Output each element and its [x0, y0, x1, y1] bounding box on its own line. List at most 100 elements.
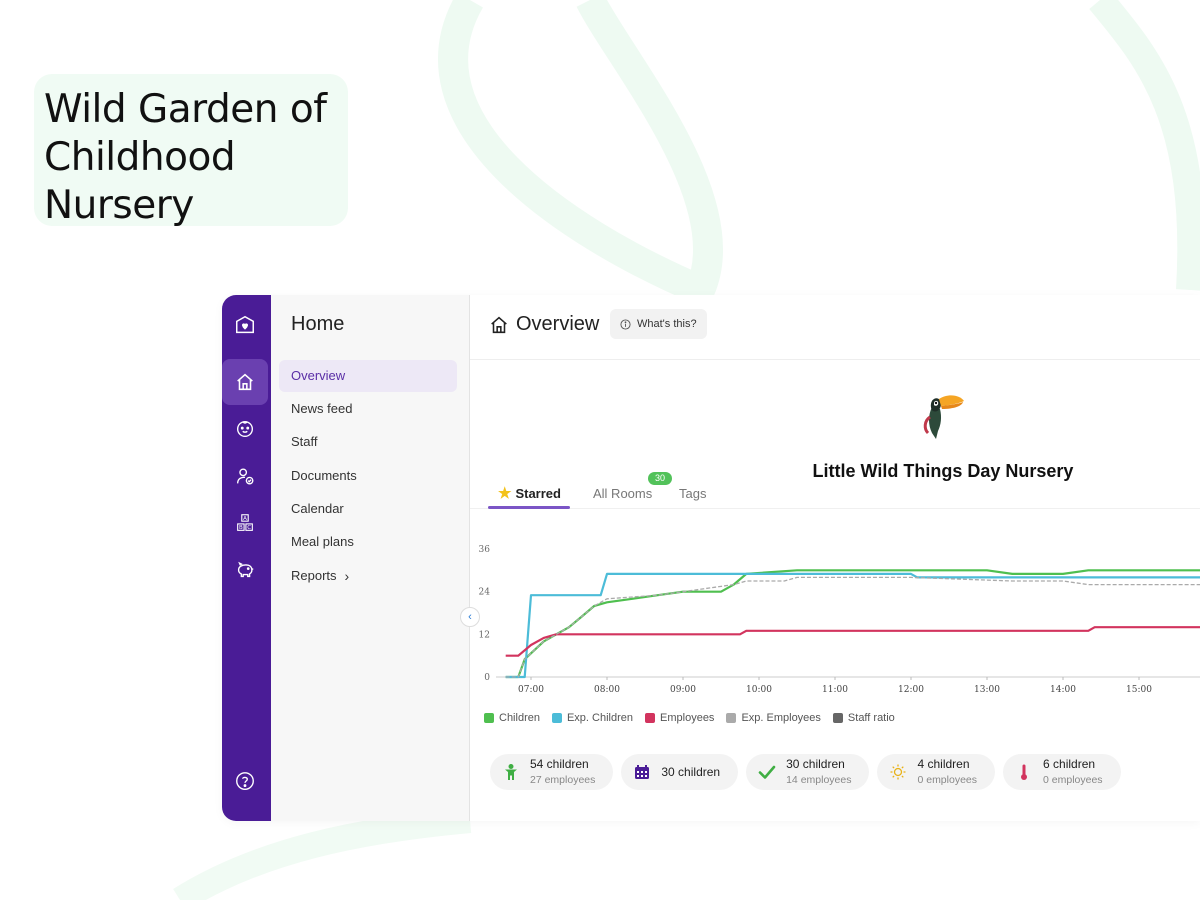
x-tick-label: 11:00 — [822, 685, 848, 695]
collapse-sidebar-button[interactable]: ‹ — [460, 607, 480, 627]
baby-face-icon — [236, 420, 254, 438]
summary-stats: 54 children 27 employees 30 children 30 c… — [490, 754, 1121, 790]
main-content: Overview What's this? Little Wild Things… — [470, 295, 1200, 821]
subnav-item-reports[interactable]: Reports › — [279, 560, 457, 592]
rail-item-finance[interactable] — [222, 547, 268, 593]
x-tick-label: 10:00 — [746, 685, 772, 695]
svg-text:A: A — [243, 516, 247, 522]
stat-sub: 14 employees — [786, 774, 852, 786]
subnav-item-reports-label: Reports — [291, 568, 337, 583]
stat-card[interactable]: 6 children 0 employees — [1003, 754, 1121, 790]
subnav-item-calendar[interactable]: Calendar — [291, 501, 344, 516]
legend-item-staff-ratio: Staff ratio — [832, 712, 895, 724]
headline: Wild Garden of Childhood Nursery — [44, 87, 327, 228]
svg-text:C: C — [247, 525, 251, 531]
tabs-divider — [470, 508, 1200, 509]
tab-starred-label: Starred — [515, 485, 561, 501]
series-line-exp-children — [505, 572, 1200, 679]
toucan-logo — [923, 395, 964, 439]
stat-card[interactable]: 30 children 14 employees — [746, 754, 870, 790]
subnav-item-documents[interactable]: Documents — [291, 468, 357, 483]
stat-card[interactable]: 4 children 0 employees — [877, 754, 996, 790]
all-rooms-count-badge: 30 — [648, 472, 672, 485]
y-tick-label: 12 — [479, 630, 490, 640]
icon-rail: A B C — [222, 295, 271, 821]
x-tick-label: 09:00 — [670, 685, 696, 695]
nursery-name: Little Wild Things Day Nursery — [812, 461, 1074, 481]
chevron-left-icon: ‹ — [468, 611, 472, 623]
series-line-children — [505, 569, 1200, 679]
stat-main: 30 children — [786, 757, 845, 771]
rail-item-staff[interactable] — [222, 453, 268, 499]
legend-swatch — [484, 713, 494, 723]
subnav-title: Home — [291, 313, 345, 335]
info-icon — [620, 318, 631, 330]
legend-label: Exp. Employees — [741, 712, 821, 724]
house-heart-icon — [236, 315, 254, 334]
subnav-item-news-feed[interactable]: News feed — [291, 401, 353, 416]
legend-swatch — [645, 713, 656, 723]
thermometer-icon — [1015, 763, 1033, 781]
home-outline-icon — [491, 316, 507, 333]
legend-item-exp-employees: Exp. Employees — [726, 712, 821, 724]
legend-item-exp-children: Exp. Children — [551, 712, 634, 724]
legend-swatch — [832, 713, 843, 723]
series-line-exp-employees — [505, 576, 1200, 678]
rail-item-children[interactable] — [222, 406, 268, 452]
calendar-icon — [633, 763, 651, 781]
y-tick-label: 24 — [479, 588, 491, 598]
headline-background — [34, 74, 348, 226]
star-icon: ★ — [498, 485, 512, 502]
tab-tags-label: Tags — [679, 485, 707, 501]
logo[interactable] — [222, 302, 268, 348]
x-tick-label: 08:00 — [594, 685, 620, 695]
subnav-item-overview[interactable]: Overview — [279, 360, 457, 392]
legend-item-employees: Employees — [645, 712, 714, 724]
stat-main: 4 children — [917, 757, 970, 771]
legend-label: Exp. Children — [566, 712, 634, 724]
subnav-item-staff[interactable]: Staff — [291, 434, 318, 449]
tab-all-rooms-label: All Rooms — [593, 485, 653, 501]
sub-navigation: Home Overview News feed Staff Documents … — [271, 295, 470, 821]
x-tick-label: 13:00 — [974, 685, 1000, 695]
help-button[interactable] — [222, 758, 268, 804]
stat-sub: 0 employees — [917, 774, 978, 786]
stat-card[interactable]: 54 children 27 employees — [490, 754, 614, 790]
x-tick-label: 12:00 — [898, 685, 924, 695]
overview-title: Overview — [488, 313, 599, 336]
y-tick-label: 36 — [479, 545, 491, 555]
svg-text:B: B — [239, 525, 243, 531]
chart-legend: Children Exp. Children Employees Exp. Em… — [484, 712, 899, 724]
tab-tags[interactable]: Tags — [679, 479, 706, 507]
home-icon — [237, 373, 253, 391]
whats-this-label: What's this? — [637, 318, 697, 330]
stat-sub: 0 employees — [1043, 774, 1103, 786]
help-icon — [236, 772, 254, 790]
piggy-bank-icon — [237, 561, 254, 578]
staff-check-icon — [236, 468, 254, 485]
stat-card[interactable]: 30 children — [621, 754, 739, 790]
x-tick-label: 07:00 — [518, 685, 544, 695]
stat-main: 30 children — [661, 765, 721, 779]
checkmark-icon — [758, 763, 776, 781]
legend-label: Employees — [660, 712, 715, 724]
subnav-item-meal-plans[interactable]: Meal plans — [291, 534, 354, 549]
legend-swatch — [551, 713, 562, 723]
legend-item-children: Children — [484, 712, 540, 724]
occupancy-chart: 36 24 12 0 07:00 08:00 09:00 10:00 11:00 12:00 13:… — [479, 545, 1200, 695]
tab-starred[interactable]: ★ Starred — [498, 479, 561, 507]
legend-label: Children — [499, 712, 540, 724]
x-tick-label: 15:00 — [1126, 685, 1152, 695]
active-tab-indicator — [488, 506, 570, 509]
rail-item-home[interactable] — [222, 359, 268, 405]
legend-label: Staff ratio — [847, 712, 895, 724]
whats-this-button[interactable]: What's this? — [610, 309, 707, 339]
app-window: A B C Home Overview News feed Staff Docu… — [222, 295, 1200, 821]
main-header: Overview What's this? — [470, 295, 1200, 360]
series-line-employees — [505, 626, 1200, 657]
rail-item-learning[interactable]: A B C — [222, 500, 268, 546]
abc-blocks-icon: A B C — [237, 514, 253, 531]
stat-main: 6 children — [1043, 757, 1096, 771]
tab-all-rooms[interactable]: All Rooms — [593, 479, 652, 507]
